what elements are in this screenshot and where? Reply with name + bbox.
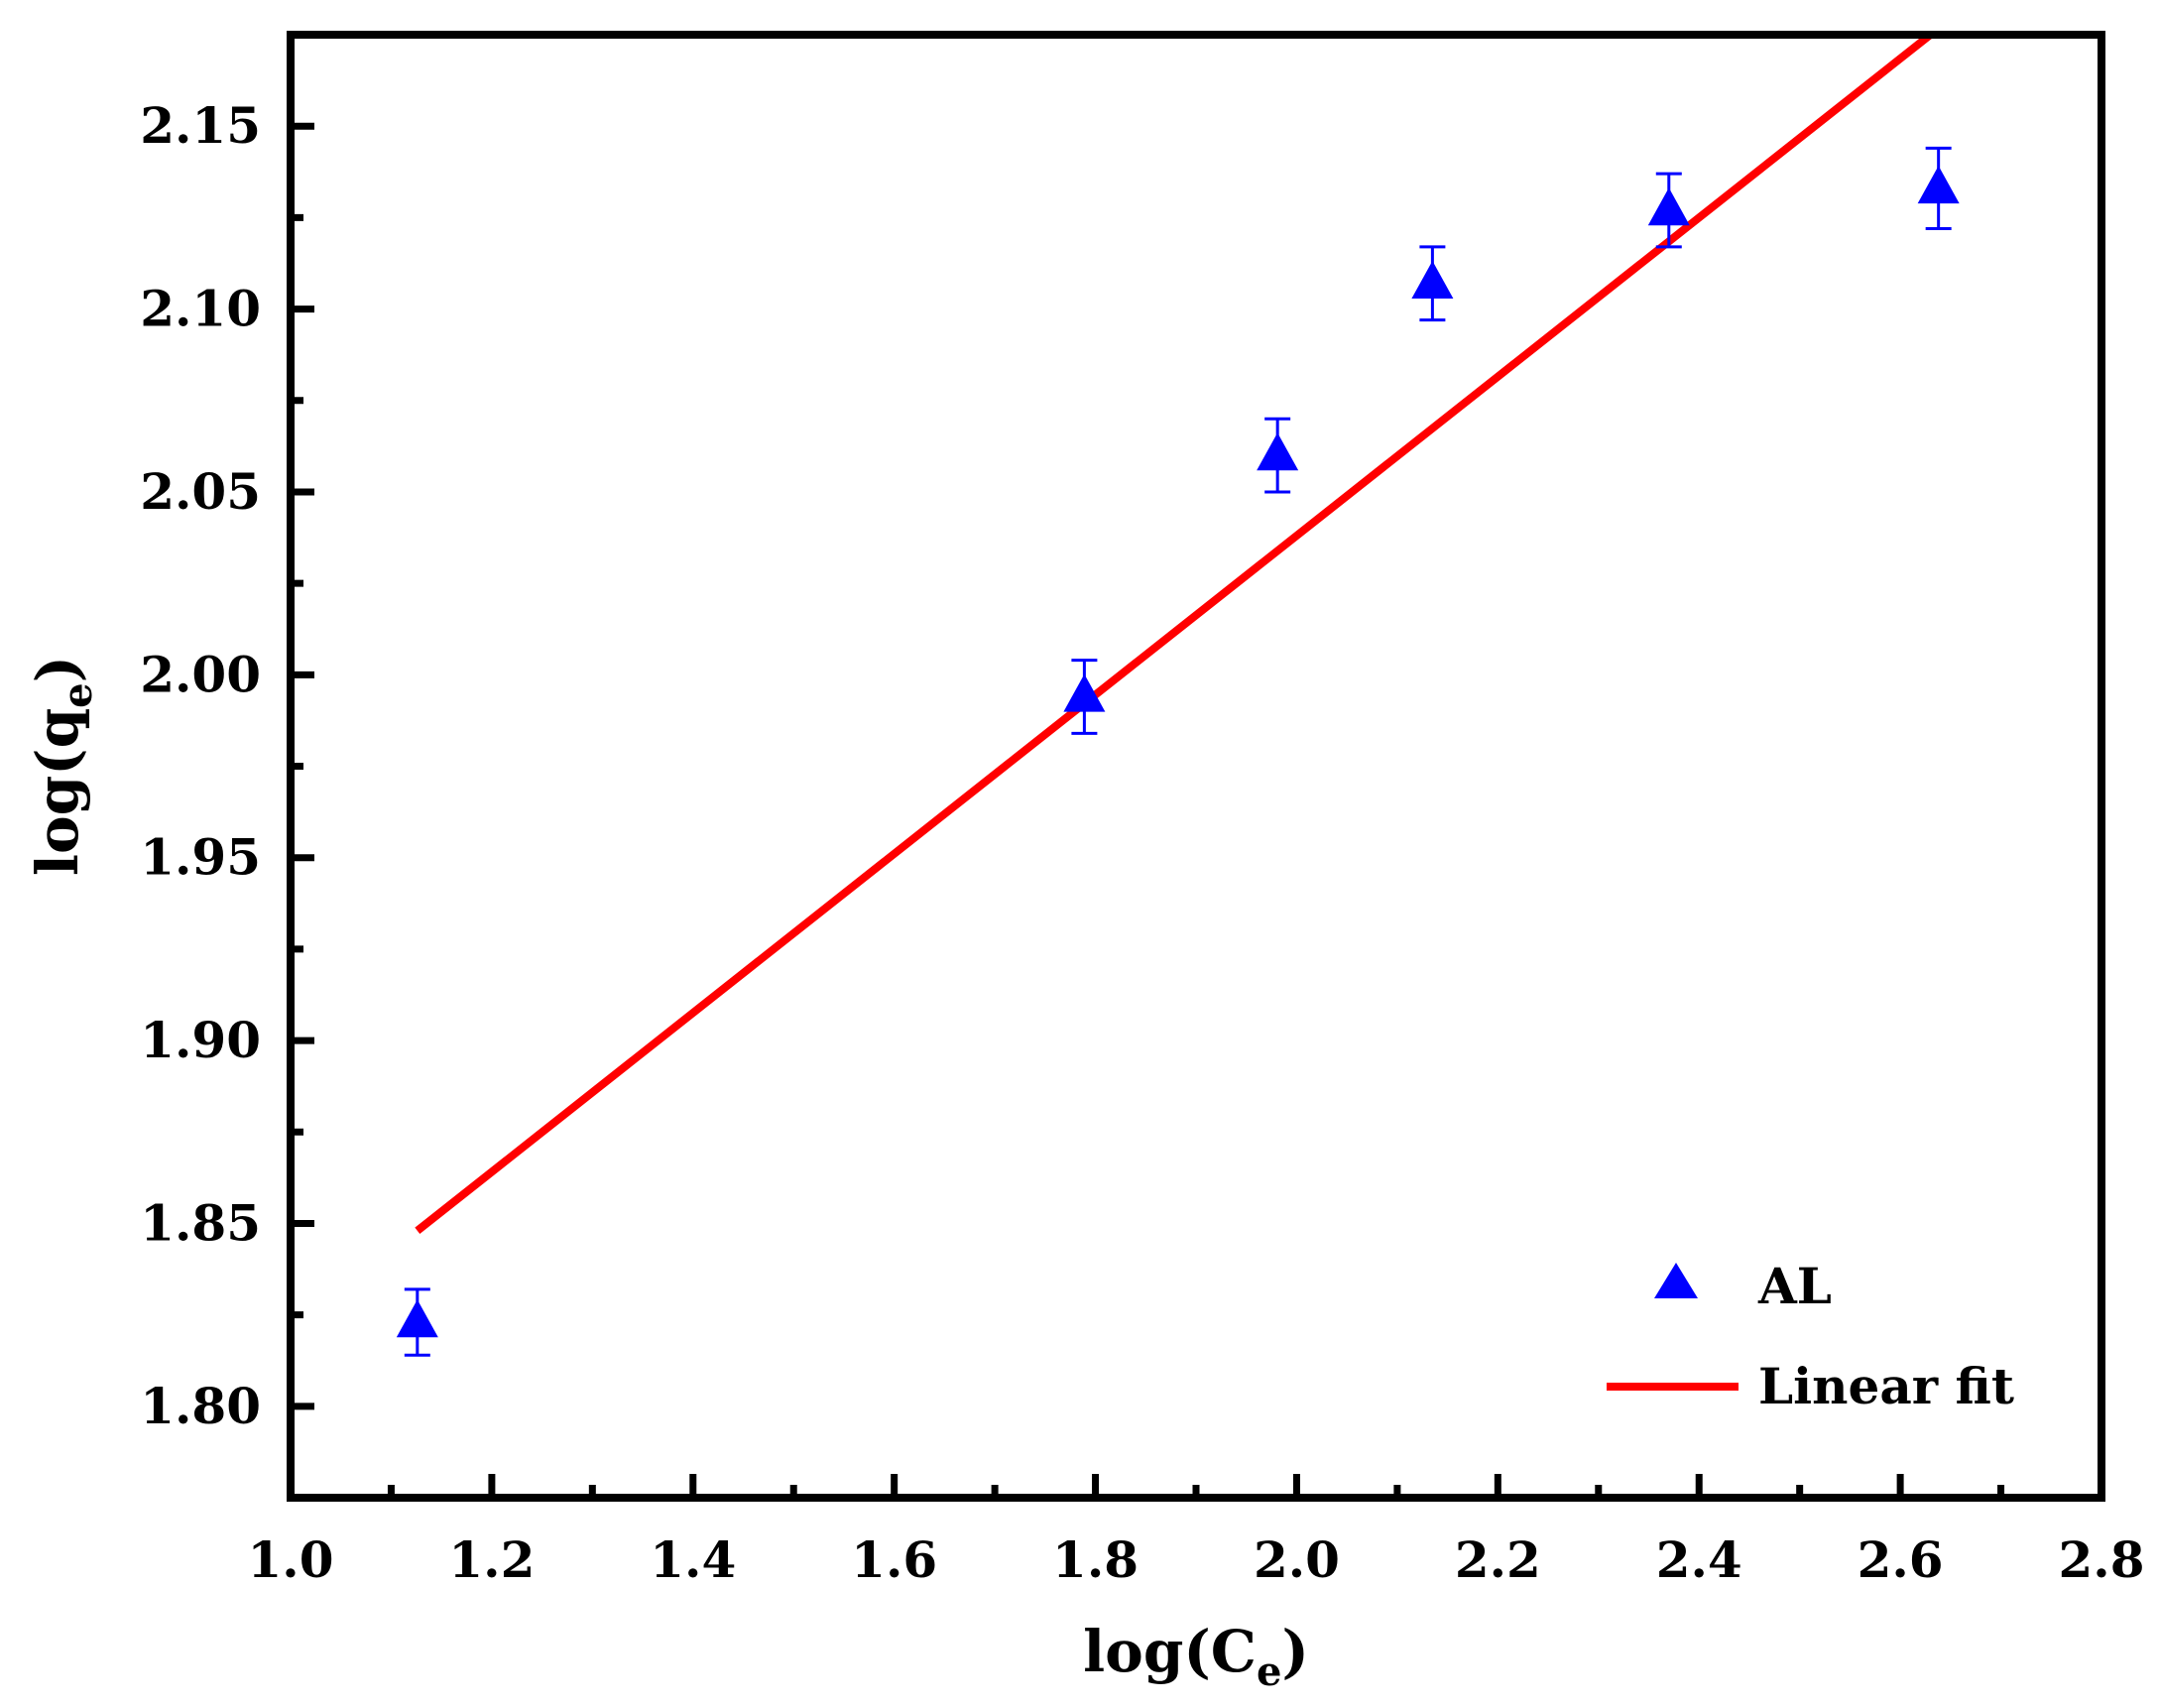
data-point-al xyxy=(1411,245,1454,322)
legend-label-linear-fit: Linear fit xyxy=(1758,1357,2014,1415)
x-tick-label: 2.8 xyxy=(2059,1530,2145,1589)
data-point-al xyxy=(1647,172,1690,249)
x-tick-label: 1.2 xyxy=(448,1530,535,1589)
y-tick-label: 2.05 xyxy=(140,462,261,521)
plot-content xyxy=(396,31,1960,1357)
x-tick-label: 2.6 xyxy=(1858,1530,1944,1589)
legend: AL Linear fit xyxy=(1607,1257,2014,1415)
y-tick-label: 1.95 xyxy=(140,828,261,887)
data-point-al xyxy=(396,1287,438,1357)
x-tick-label: 1.6 xyxy=(851,1530,937,1589)
y-tick-label: 2.10 xyxy=(140,280,261,338)
triangle-marker xyxy=(1917,166,1960,204)
x-tick-label: 1.4 xyxy=(650,1530,736,1589)
legend-marker-triangle xyxy=(1654,1263,1698,1298)
triangle-marker xyxy=(396,1299,438,1338)
triangle-marker xyxy=(1257,432,1299,471)
plot-frame xyxy=(287,31,2105,1502)
y-tick-label: 1.80 xyxy=(140,1377,261,1435)
x-tick-label: 2.2 xyxy=(1455,1530,1541,1589)
data-point-al xyxy=(1257,417,1299,494)
x-axis-title: log(Ce) xyxy=(1083,1618,1309,1695)
triangle-marker xyxy=(1647,187,1690,226)
x-tick-label: 2.4 xyxy=(1656,1530,1742,1589)
y-tick-label: 2.15 xyxy=(140,96,261,155)
x-tick-label: 2.0 xyxy=(1254,1530,1340,1589)
legend-label-al: AL xyxy=(1757,1257,1832,1315)
y-tick-label: 2.00 xyxy=(140,645,261,703)
data-point-al xyxy=(1063,659,1106,735)
linear-fit-line xyxy=(415,31,1934,1234)
y-tick-label: 1.85 xyxy=(140,1193,261,1252)
y-tick-label: 1.90 xyxy=(140,1011,261,1069)
triangle-marker xyxy=(1063,673,1106,712)
x-tick-label: 1.8 xyxy=(1052,1530,1139,1589)
axis-tick-labels: 1.0 1.2 1.4 1.6 1.8 2.0 2.2 2.4 2.6 2.8 1.80 1.85 1.… xyxy=(140,96,2144,1589)
y-axis-title: log(qe) xyxy=(24,656,101,876)
x-tick-label: 1.0 xyxy=(248,1530,334,1589)
triangle-marker xyxy=(1411,260,1454,299)
data-point-al xyxy=(1917,146,1960,230)
